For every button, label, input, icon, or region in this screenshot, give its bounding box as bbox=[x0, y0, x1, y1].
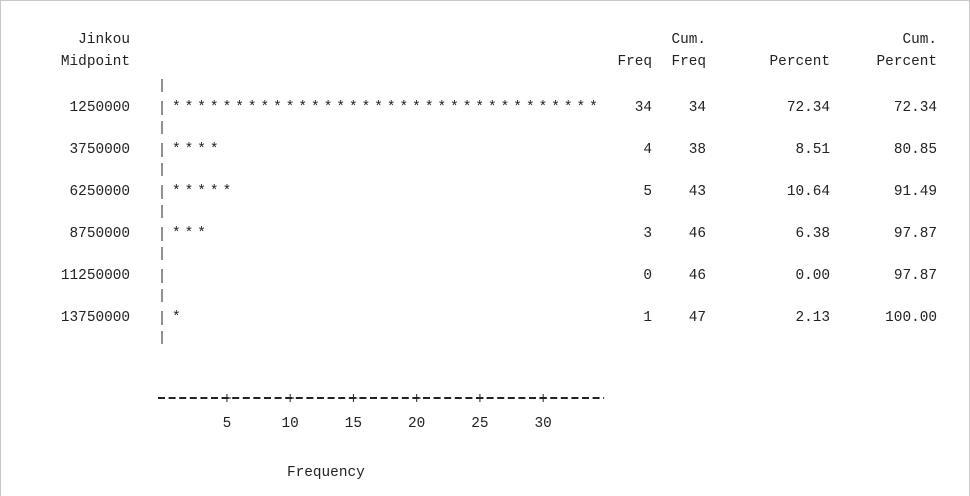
x-tick-label: 25 bbox=[471, 416, 488, 432]
x-tick-label: 20 bbox=[408, 416, 425, 432]
bar-star: * bbox=[563, 100, 573, 116]
row-midpoint: 6250000 bbox=[69, 184, 130, 200]
cell-cum-percent: 97.87 bbox=[893, 268, 937, 284]
bar-star: * bbox=[222, 100, 232, 116]
bar-star: * bbox=[399, 100, 409, 116]
row-midpoint: 1250000 bbox=[69, 100, 130, 116]
bar-star: * bbox=[437, 100, 447, 116]
cell-cum-freq: 43 bbox=[688, 184, 706, 200]
cell-freq: 34 bbox=[634, 100, 652, 116]
bar-star: * bbox=[184, 184, 194, 200]
row-midpoint: 13750000 bbox=[60, 310, 130, 326]
row-header-line1: Jinkou bbox=[78, 32, 130, 48]
bar-star: * bbox=[172, 310, 181, 326]
bar-star: * bbox=[311, 100, 320, 116]
cell-percent: 72.34 bbox=[786, 100, 830, 116]
col-header-freq-line2: Freq bbox=[617, 54, 652, 70]
bar-star: * bbox=[184, 226, 194, 242]
bar-star: * bbox=[336, 100, 345, 116]
bar-star: * bbox=[551, 100, 560, 116]
cell-cum-freq: 46 bbox=[688, 268, 706, 284]
x-axis-label: Frequency bbox=[287, 465, 365, 481]
cell-freq: 4 bbox=[643, 142, 652, 158]
cell-percent: 6.38 bbox=[795, 226, 830, 242]
bar-star: * bbox=[525, 100, 535, 116]
bar-star: * bbox=[488, 100, 497, 116]
col-header-cumpercent-line1: Cum. bbox=[902, 32, 937, 48]
cell-cum-freq: 34 bbox=[688, 100, 706, 116]
cell-percent: 2.13 bbox=[795, 310, 830, 326]
bar-star: * bbox=[184, 142, 194, 158]
row-midpoint: 3750000 bbox=[69, 142, 130, 158]
cell-cum-freq: 38 bbox=[688, 142, 706, 158]
col-header-cumfreq-line2: Freq bbox=[671, 54, 706, 70]
row-midpoint: 11250000 bbox=[60, 268, 130, 284]
cell-percent: 10.64 bbox=[786, 184, 830, 200]
bar-star: * bbox=[538, 100, 548, 116]
cell-cum-percent: 72.34 bbox=[893, 100, 937, 116]
bar-star: * bbox=[412, 100, 421, 116]
bar-star: * bbox=[386, 100, 396, 116]
row-header-line2: Midpoint bbox=[60, 54, 130, 70]
cell-cum-percent: 100.00 bbox=[885, 310, 937, 326]
bar-star: * bbox=[197, 142, 206, 158]
bar-star: * bbox=[235, 100, 244, 116]
bar-star: * bbox=[513, 100, 522, 116]
cell-percent: 8.51 bbox=[795, 142, 830, 158]
cell-freq: 3 bbox=[643, 226, 652, 242]
bar-star: * bbox=[323, 100, 333, 116]
col-header-cumpercent-line2: Percent bbox=[876, 54, 937, 70]
bar-star: * bbox=[197, 184, 206, 200]
frequency-bar: * * * * * bbox=[170, 184, 233, 200]
cell-cum-freq: 47 bbox=[688, 310, 706, 326]
bar-star: * bbox=[197, 100, 206, 116]
bar-star: * bbox=[273, 100, 282, 116]
bar-star: * bbox=[576, 100, 586, 116]
bar-star: * bbox=[222, 184, 232, 200]
bar-star: * bbox=[348, 100, 358, 116]
bar-star: * bbox=[374, 100, 383, 116]
bar-star: * bbox=[260, 100, 270, 116]
frequency-bar: * * * * * * * * * * * * * * * * * * * * * * * * * * * * * * * * * * bbox=[170, 100, 600, 116]
cell-percent: 0.00 bbox=[795, 268, 830, 284]
bar-star: * bbox=[172, 142, 181, 158]
frequency-bar: * bbox=[170, 310, 183, 326]
bar-star: * bbox=[184, 100, 194, 116]
bar-star: * bbox=[462, 100, 472, 116]
x-tick-label: 10 bbox=[282, 416, 299, 432]
bar-star: * bbox=[298, 100, 308, 116]
bar-star: * bbox=[285, 100, 295, 116]
bar-star: * bbox=[209, 100, 219, 116]
cell-cum-percent: 80.85 bbox=[893, 142, 937, 158]
bar-star: * bbox=[500, 100, 510, 116]
bar-star: * bbox=[247, 100, 257, 116]
cell-freq: 1 bbox=[643, 310, 652, 326]
frequency-bar: * * * * bbox=[170, 142, 221, 158]
bar-star: * bbox=[450, 100, 459, 116]
bar-star: * bbox=[424, 100, 434, 116]
bar-star: * bbox=[172, 184, 181, 200]
x-tick-label: 15 bbox=[345, 416, 362, 432]
bar-star: * bbox=[172, 100, 181, 116]
frequency-bar: * * * bbox=[170, 226, 208, 242]
cell-cum-freq: 46 bbox=[688, 226, 706, 242]
cell-freq: 5 bbox=[643, 184, 652, 200]
x-tick-label: 30 bbox=[535, 416, 552, 432]
bar-star: * bbox=[172, 226, 181, 242]
x-tick-label: 5 bbox=[223, 416, 232, 432]
cell-freq: 0 bbox=[643, 268, 652, 284]
bar-star: * bbox=[589, 100, 598, 116]
cell-cum-percent: 97.87 bbox=[893, 226, 937, 242]
cell-cum-percent: 91.49 bbox=[893, 184, 937, 200]
bar-star: * bbox=[361, 100, 371, 116]
row-midpoint: 8750000 bbox=[69, 226, 130, 242]
bar-star: * bbox=[475, 100, 485, 116]
col-header-percent-line2: Percent bbox=[769, 54, 830, 70]
bar-star: * bbox=[209, 184, 219, 200]
bar-star: * bbox=[209, 142, 219, 158]
col-header-cumfreq-line1: Cum. bbox=[671, 32, 706, 48]
bar-star: * bbox=[197, 226, 206, 242]
